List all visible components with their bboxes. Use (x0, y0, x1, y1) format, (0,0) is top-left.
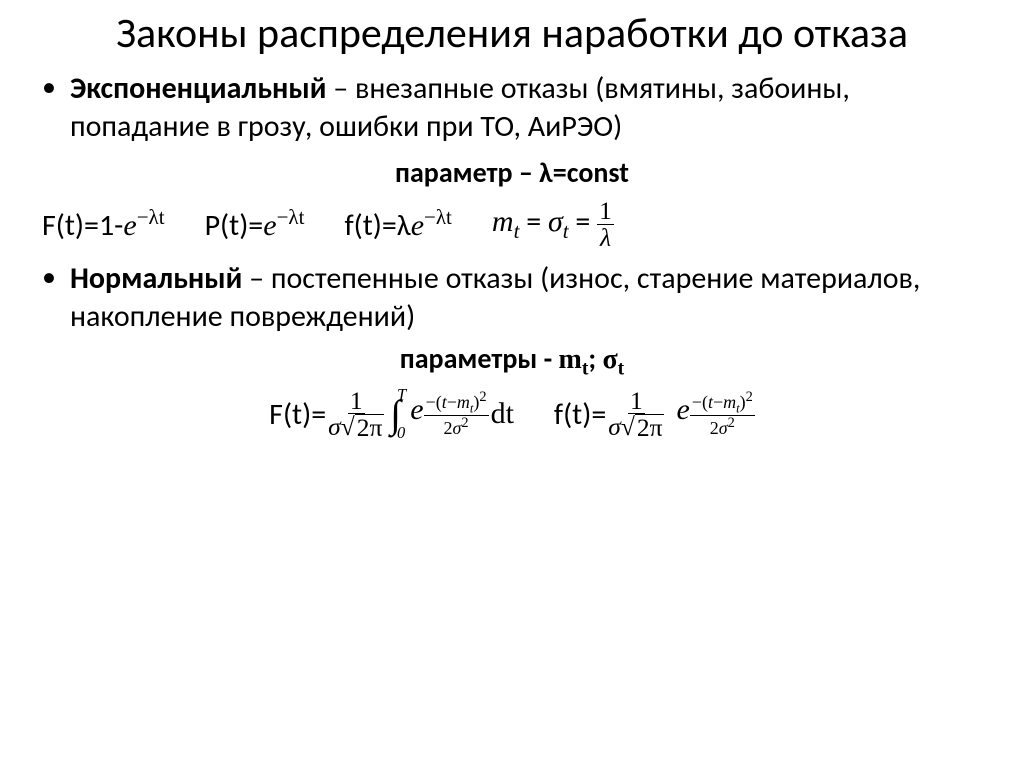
frac-norm2: 1 σ√2π (606, 388, 666, 441)
frac-den: λ (598, 225, 613, 251)
sq2: 2 (746, 389, 753, 405)
fn2-den: σ√2π (606, 414, 666, 441)
fn2-num: 1 (628, 388, 645, 415)
d21: 2 (444, 418, 453, 438)
exponential-text: Экспоненциальный – внезапные отказы (вмя… (70, 70, 994, 145)
e-norm2: e (676, 393, 689, 426)
dsq1: 2 (461, 415, 468, 431)
frac-num: 1 (597, 198, 614, 225)
sigma-sub: t (563, 219, 569, 243)
exponential-param: параметр – λ=const (30, 155, 994, 190)
e-sym2: e (263, 209, 276, 242)
dt: dt (491, 397, 514, 431)
normal-text: Нормальный – постепенные отказы (износ, … (70, 260, 994, 335)
min2: − (713, 392, 723, 412)
fn-den: σ√2π (326, 414, 386, 441)
min1: − (447, 392, 457, 412)
mtn1: m (457, 392, 470, 412)
fn-num: 1 (348, 388, 365, 415)
param-sep: ; (588, 341, 602, 376)
bullet-dot: • (42, 70, 56, 104)
exp-sup: −λt (137, 205, 165, 229)
fn-sigma: σ (328, 412, 341, 441)
bullet-dot2: • (42, 260, 56, 294)
param-mt: m (559, 344, 582, 375)
formula-f-normal: f(t)= 1 σ√2π e−(t−mt)22σ2 (554, 388, 755, 441)
normal-name: Нормальный (70, 260, 242, 297)
Fn-prefix: F(t)= (269, 396, 326, 433)
normal-param: параметры - mt; σt (30, 341, 994, 381)
neg2: − (692, 392, 702, 412)
sqrt-body2: 2π (635, 414, 665, 441)
mt-sym: m (492, 205, 514, 238)
slide-title: Законы распределения наработки до отказа (30, 10, 994, 58)
frac-1-lambda: 1 λ (597, 198, 614, 250)
mt-sub: t (514, 219, 520, 243)
exp-sup2: −λt (277, 205, 305, 229)
fn2-sigma: σ (608, 412, 621, 441)
bullet-exponential: • Экспоненциальный – внезапные отказы (в… (30, 70, 994, 145)
slide: Законы распределения наработки до отказа… (0, 0, 1024, 442)
fn2-prefix: f(t)= (554, 396, 606, 433)
neg1: − (426, 392, 436, 412)
f-prefix: f(t)=λ (344, 207, 410, 244)
param-sigma-sub: t (618, 359, 625, 380)
frac-norm1: 1 σ√2π (326, 388, 386, 441)
exp-frac2: −(t−mt)22σ2 (690, 390, 755, 439)
integral-icon: ∫ (390, 392, 401, 437)
param-sigma: σ (602, 344, 617, 375)
e-sym3: e (411, 209, 424, 242)
eq1: = (526, 203, 548, 240)
bullet-normal: • Нормальный – постепенные отказы (износ… (30, 260, 994, 335)
dsig2: σ (719, 418, 728, 438)
exp-frac1: −(t−mt)22σ2 (424, 390, 489, 439)
sqrt-body1: 2π (355, 414, 385, 441)
formula-f-exp: f(t)=λe−λt (344, 205, 451, 244)
sq1: 2 (479, 389, 486, 405)
F-prefix: F(t)=1- (42, 207, 123, 244)
formula-F-exp: F(t)=1-e−λt (42, 205, 165, 244)
e-sym: e (123, 209, 136, 242)
formula-P-exp: P(t)=e−λt (205, 205, 305, 244)
formula-mt-sigma: mt = σt = 1 λ (492, 198, 614, 250)
sqrt2: √2π (621, 414, 665, 441)
dsq2: 2 (728, 415, 735, 431)
d22: 2 (710, 418, 719, 438)
eq2: = (575, 203, 597, 240)
e-norm1: e (410, 393, 423, 426)
exponential-formulas: F(t)=1-e−λt P(t)=e−λt f(t)=λe−λt mt = σt… (42, 198, 994, 250)
P-prefix: P(t)= (205, 207, 264, 244)
sqrt1: √2π (341, 414, 385, 441)
sigma-sym: σ (548, 205, 563, 238)
exp-sup3: −λt (424, 205, 452, 229)
mtn2: m (723, 392, 736, 412)
param-prefix: параметры - (400, 341, 559, 376)
normal-formulas: F(t)= 1 σ√2π ∫ T 0 e−(t−mt)22σ2 dt f(t)= (30, 387, 994, 442)
formula-F-normal: F(t)= 1 σ√2π ∫ T 0 e−(t−mt)22σ2 dt (269, 387, 514, 442)
exponential-name: Экспоненциальный (70, 70, 327, 107)
